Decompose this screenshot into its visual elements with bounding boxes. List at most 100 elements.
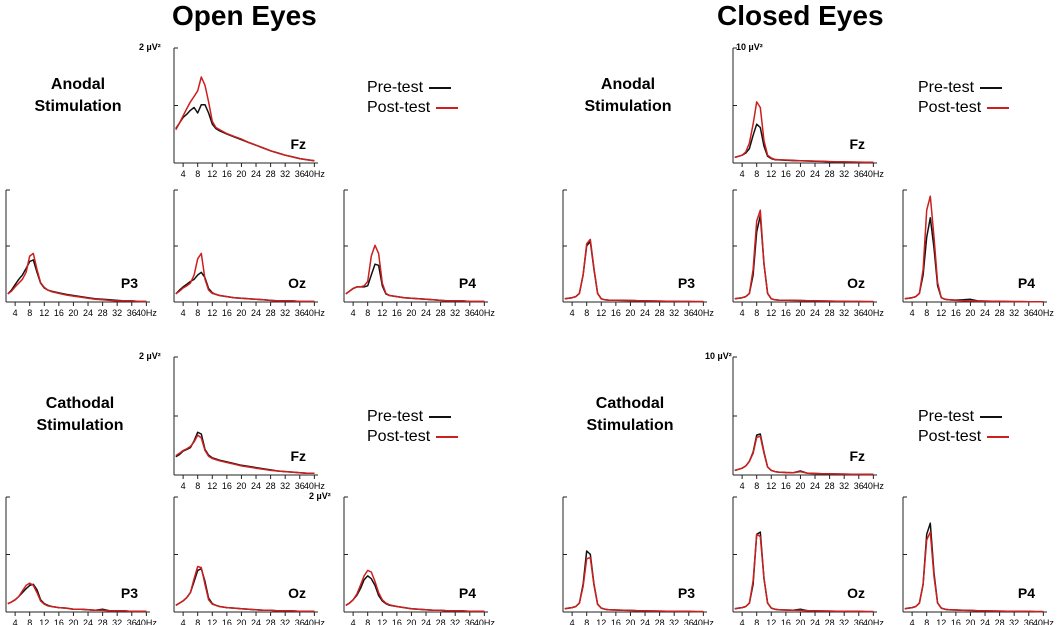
x-tick-label: 8 (924, 308, 929, 318)
x-tick-label: 20 (795, 618, 805, 625)
condition-line-1: Anodal (600, 76, 656, 93)
x-tick-label: 20 (68, 308, 78, 318)
legend-swatch-post (987, 436, 1010, 438)
panel-open-eyes-cathodal-p4: 4 8 12 16 20 24 28 32 36 40Hz 2 µV² P4 (309, 491, 495, 625)
x-tick-label: 32 (1009, 618, 1019, 625)
legend-swatch-post (436, 436, 459, 438)
channel-label: Oz (847, 275, 865, 291)
x-tick-label: 12 (596, 618, 606, 625)
legend-label: Pre-test (367, 79, 424, 96)
x-tick-label: 4 (181, 481, 186, 491)
x-tick-label: 36 (684, 308, 694, 318)
x-tick-label: 4 (13, 618, 18, 625)
legend-item-pre: Pre-test (918, 78, 1009, 98)
x-tick-label: 32 (280, 618, 290, 625)
x-tick-label: 20 (625, 308, 635, 318)
x-tick-label: 16 (222, 618, 232, 625)
legend-label: Pre-test (918, 79, 975, 96)
x-tick-label: 8 (195, 169, 200, 179)
x-tick-label: 20 (236, 308, 246, 318)
x-tick-label: 32 (1009, 308, 1019, 318)
x-tick-label: 12 (766, 618, 776, 625)
x-tick-label: 24 (421, 308, 431, 318)
x-tick-label: 36 (127, 618, 137, 625)
x-tick-label: 8 (27, 618, 32, 625)
y-axis-unit-label: 2 µV² (309, 491, 331, 501)
panel-open-eyes-cathodal-p3: 4 8 12 16 20 24 28 32 36 40Hz P3 (5, 496, 158, 625)
x-tick-label: 12 (766, 481, 776, 491)
channel-label: P3 (121, 275, 138, 291)
condition-label-anodal-closed: Anodal Stimulation (568, 74, 688, 118)
x-tick-label: 8 (195, 618, 200, 625)
legend-swatch-pre (429, 87, 452, 89)
condition-line-2: Stimulation (36, 417, 124, 434)
legend-anodal-open: Pre-test Post-test (367, 78, 459, 118)
x-tick-label: 12 (766, 308, 776, 318)
x-tick-label: 12 (207, 481, 217, 491)
x-tick-label: 40Hz (136, 308, 158, 318)
legend-item-pre: Pre-test (367, 407, 458, 427)
x-tick-label: 12 (39, 308, 49, 318)
legend-swatch-pre (980, 87, 1003, 89)
legend-label: Post-test (367, 99, 431, 116)
x-tick-label: 12 (936, 618, 946, 625)
x-tick-label: 32 (669, 308, 679, 318)
x-tick-label: 20 (795, 308, 805, 318)
x-tick-label: 36 (854, 618, 864, 625)
legend-label: Post-test (918, 428, 982, 445)
series-line-post-test (734, 435, 874, 476)
condition-line-1: Cathodal (595, 395, 665, 412)
x-tick-label: 12 (39, 618, 49, 625)
condition-line-2: Stimulation (586, 417, 674, 434)
x-tick-label: 8 (584, 618, 589, 625)
x-tick-label: 8 (754, 481, 759, 491)
x-tick-label: 32 (280, 308, 290, 318)
panel-open-eyes-anodal-p4: 4 8 12 16 20 24 28 32 36 40Hz P4 (343, 189, 495, 318)
x-tick-label: 36 (465, 618, 475, 625)
x-tick-label: 12 (207, 169, 217, 179)
panel-open-eyes-cathodal-fz: 4 8 12 16 20 24 28 32 36 40Hz 2 µV² Fz (139, 351, 325, 491)
y-axis-unit-label: 2 µV² (139, 42, 161, 52)
x-tick-label: 28 (995, 308, 1005, 318)
x-tick-label: 24 (251, 169, 261, 179)
x-tick-label: 12 (377, 618, 387, 625)
series-line-post-test (7, 582, 147, 613)
x-tick-label: 4 (181, 618, 186, 625)
x-tick-label: 28 (825, 308, 835, 318)
panel-closed-eyes-cathodal-oz: 4 8 12 16 20 24 28 32 36 40Hz Oz (732, 496, 884, 625)
series-line-post-test (175, 76, 315, 162)
x-tick-label: 8 (365, 618, 370, 625)
channel-label: P3 (678, 585, 695, 601)
x-tick-label: 12 (766, 169, 776, 179)
title-closed-eyes: Closed Eyes (717, 0, 884, 31)
x-tick-label: 24 (810, 618, 820, 625)
series-line-post-test (175, 252, 315, 303)
x-tick-label: 8 (195, 481, 200, 491)
x-tick-label: 40Hz (136, 618, 158, 625)
x-tick-label: 40Hz (693, 618, 715, 625)
x-tick-label: 36 (295, 618, 305, 625)
x-tick-label: 4 (740, 308, 745, 318)
x-tick-label: 40Hz (304, 481, 326, 491)
series-line-post-test (345, 569, 485, 613)
x-tick-label: 16 (781, 481, 791, 491)
x-tick-label: 20 (406, 308, 416, 318)
x-tick-label: 4 (351, 618, 356, 625)
x-tick-label: 12 (936, 308, 946, 318)
legend-swatch-pre (429, 416, 452, 418)
x-tick-label: 4 (740, 618, 745, 625)
x-tick-label: 40Hz (1033, 618, 1055, 625)
series-line-post-test (175, 565, 315, 613)
x-tick-label: 16 (54, 618, 64, 625)
x-tick-label: 20 (795, 169, 805, 179)
x-tick-label: 28 (98, 308, 108, 318)
x-tick-label: 20 (625, 618, 635, 625)
channel-label: Fz (290, 136, 306, 152)
x-tick-label: 8 (584, 308, 589, 318)
x-tick-label: 16 (611, 308, 621, 318)
x-tick-label: 36 (127, 308, 137, 318)
condition-line-2: Stimulation (34, 98, 122, 115)
channel-label: Oz (288, 275, 306, 291)
x-tick-label: 20 (68, 618, 78, 625)
x-tick-label: 36 (684, 618, 694, 625)
